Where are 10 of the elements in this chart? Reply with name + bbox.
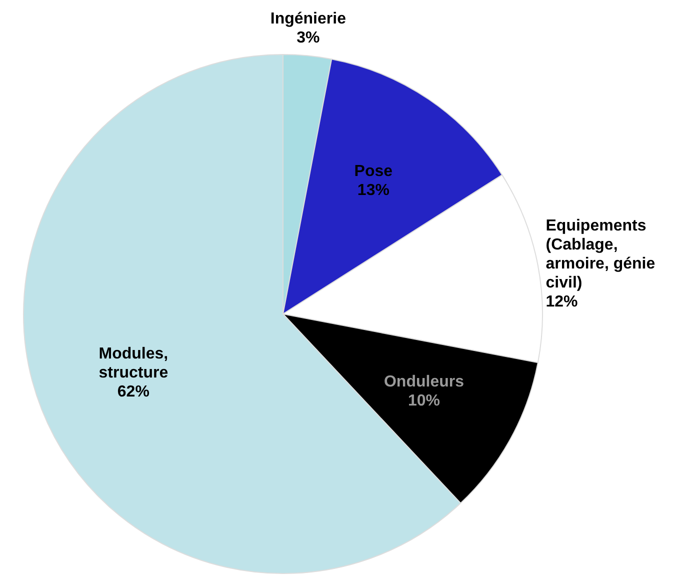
- data-label: 12%: [546, 293, 578, 310]
- slice-label: Ingénierie: [270, 10, 346, 28]
- slice-label: Onduleurs: [384, 373, 464, 390]
- slice-label: Pose: [354, 162, 393, 180]
- data-label: 13%: [357, 182, 390, 199]
- data-label: 10%: [408, 392, 440, 410]
- data-label: 62%: [117, 384, 150, 401]
- data-label: 3%: [296, 30, 320, 47]
- slice-label: Modules, structure: [98, 346, 168, 382]
- slice-label: Equipements (Cablage, armoire, génie civil): [546, 217, 656, 292]
